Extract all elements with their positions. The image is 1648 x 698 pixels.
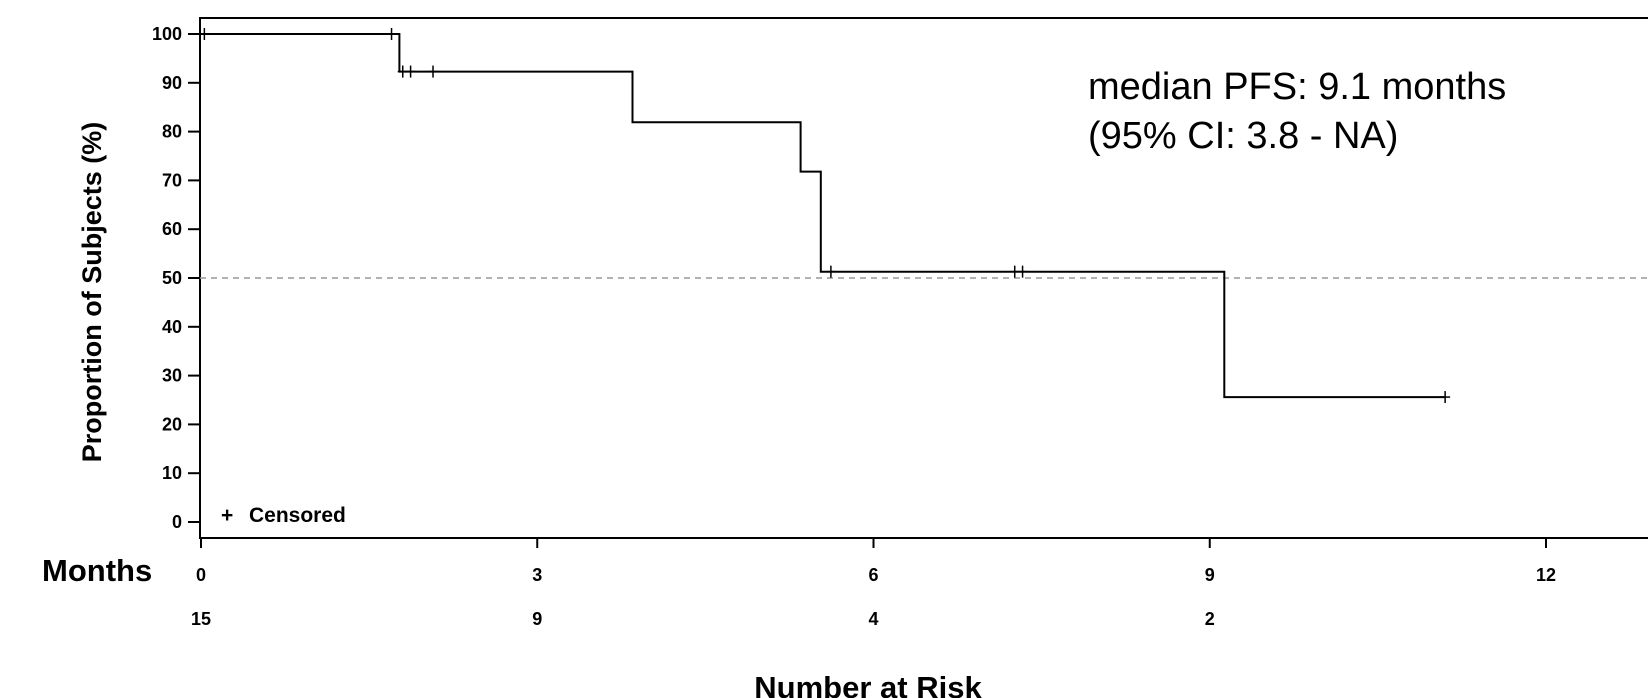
risk-count: 9 xyxy=(532,609,542,629)
risk-table-title: Number at Risk xyxy=(754,670,982,698)
legend-symbol: + xyxy=(221,504,233,527)
x-tick-label: 6 xyxy=(868,565,878,585)
censor-mark xyxy=(405,65,416,78)
legend-label: Censored xyxy=(249,504,346,527)
x-axis: 0 3 6 9 12 xyxy=(196,538,1556,585)
annotation-line-2: (95% CI: 3.8 - NA) xyxy=(1088,115,1398,157)
survival-curve-layer xyxy=(201,33,1446,399)
legend: + Censored xyxy=(221,504,346,527)
risk-count: 2 xyxy=(1205,609,1215,629)
y-tick-label: 100 xyxy=(152,24,182,44)
median-annotation: median PFS: 9.1 months (95% CI: 3.8 - NA… xyxy=(1088,66,1506,157)
y-tick-label: 30 xyxy=(162,366,182,386)
x-tick-label: 12 xyxy=(1536,565,1556,585)
y-tick-label: 80 xyxy=(162,122,182,142)
y-axis-label: Proportion of Subjects (%) xyxy=(77,122,107,463)
censor-mark xyxy=(1017,265,1028,278)
y-tick-label: 40 xyxy=(162,317,182,337)
censor-mark xyxy=(825,265,836,278)
x-axis-label: Months xyxy=(42,553,152,588)
y-axis: 0 10 20 30 40 50 60 70 80 90 100 xyxy=(152,24,200,532)
censor-mark xyxy=(1440,391,1451,404)
y-tick-label: 0 xyxy=(172,512,182,532)
annotation-line-1: median PFS: 9.1 months xyxy=(1088,66,1506,108)
survival-step-line xyxy=(201,33,1446,399)
risk-count: 15 xyxy=(191,609,211,629)
censor-mark xyxy=(428,65,439,78)
risk-table: 15 9 4 2 xyxy=(191,609,1215,629)
risk-count: 4 xyxy=(868,609,878,629)
y-tick-label: 90 xyxy=(162,73,182,93)
censor-mark xyxy=(199,28,210,40)
y-tick-label: 20 xyxy=(162,414,182,434)
y-tick-label: 10 xyxy=(162,463,182,483)
x-tick-label: 9 xyxy=(1205,565,1215,585)
y-tick-label: 70 xyxy=(162,170,182,190)
censor-mark xyxy=(386,28,397,40)
y-tick-label: 50 xyxy=(162,268,182,288)
x-tick-label: 3 xyxy=(532,565,542,585)
y-tick-label: 60 xyxy=(162,219,182,239)
censor-marks-layer xyxy=(199,28,1451,404)
x-tick-label: 0 xyxy=(196,565,206,585)
